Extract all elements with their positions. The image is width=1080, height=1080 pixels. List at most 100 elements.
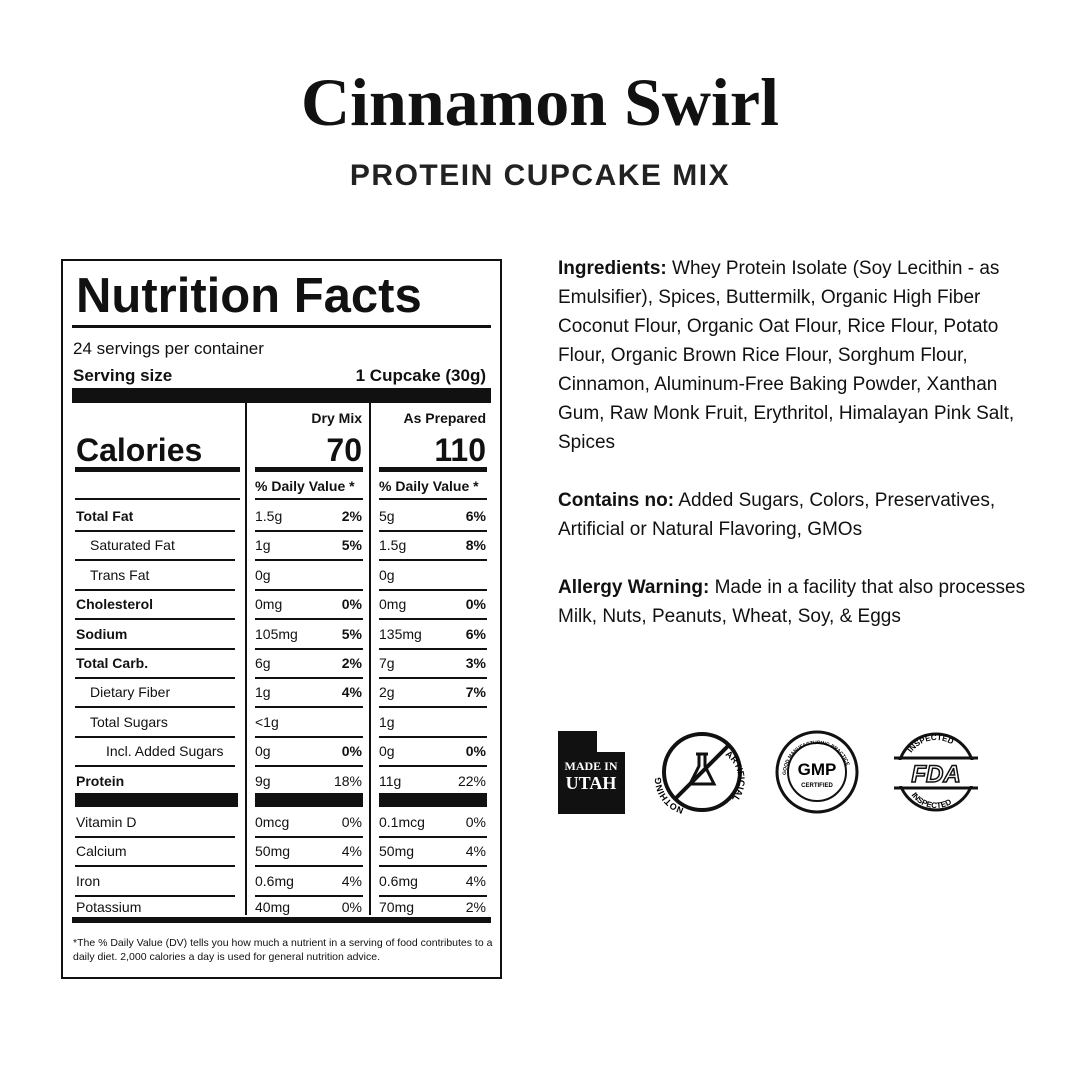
rule [369,403,371,915]
rule [379,467,487,472]
amount: 0g [255,743,271,760]
nutrient-name: Saturated Fat [90,537,175,554]
percent: 6% [465,625,486,642]
rule [255,618,363,621]
info-label: Contains no: [558,490,675,511]
rule [379,498,487,500]
amount: 0g [379,743,395,760]
percent: 5% [341,537,362,554]
percent: 8% [465,537,486,554]
amount: <1g [255,713,279,730]
serving-label: Serving size [73,366,173,385]
rule [255,559,363,562]
calories-value: 110 [434,432,486,468]
nutrient-name: Dietary Fiber [90,684,171,701]
percent: 0% [341,814,362,830]
percent: 5% [341,625,362,642]
nutrient-name: Total Fat [76,508,134,524]
rule [379,559,487,562]
percent: 4% [465,843,486,859]
percent: 4% [341,684,362,701]
rule [255,677,363,679]
rule [75,865,235,867]
percent: 22% [457,772,486,789]
nutrient-name: Sodium [76,625,128,642]
rule [75,588,235,591]
nutrient-name: Cholesterol [76,596,154,613]
amount: 70mg [379,899,415,915]
rule [379,618,487,621]
rule [72,388,491,403]
rule [75,467,240,472]
percent: 18% [333,772,362,789]
calories-value: 70 [326,432,362,468]
badge-ring [662,732,742,812]
badge-text: INSPECTED [910,791,953,810]
percent: 6% [465,508,486,524]
rule [75,895,235,897]
rule [75,618,235,621]
flask-icon [687,752,717,786]
amount: 1g [255,537,271,554]
info-text: Added Sugars, Colors, Preservatives, Art… [558,490,996,540]
percent: 0% [465,743,486,760]
percent: 0% [341,743,362,760]
info-label: Ingredients: [558,258,667,279]
rule [255,706,363,709]
rule [255,588,363,591]
percent: 0% [341,899,362,915]
percent: 0% [341,596,362,613]
badge-text: MADE IN [565,759,618,773]
percent: 0% [465,814,486,830]
nutrient-name: Total Sugars [90,713,168,730]
rule [72,325,491,328]
amount: 50mg [379,843,415,859]
rule [379,865,487,867]
title: Cinnamon Swirl [301,64,779,140]
dv-header: % Daily Value * [255,478,355,494]
amount: 1g [379,713,395,730]
rule [255,765,363,768]
rule [379,677,487,679]
nutrient-name: Trans Fat [90,566,150,583]
amount: 40mg [255,899,291,915]
rule [255,530,363,532]
info-text: Made in a facility that also processes M… [558,577,1026,627]
rule [75,836,235,838]
rule [75,706,235,709]
rule [255,895,363,897]
rule [72,917,491,923]
nutrient-name: Vitamin D [76,814,137,830]
serving-size: 1 Cupcake (30g) [355,366,486,385]
amount: 0.6mg [379,873,418,889]
badges: MADE IN UTAH NOTHING ARTIFICIAL GOOD MAN… [558,730,978,816]
dv-header: % Daily Value * [379,478,479,494]
amount: 1g [255,684,271,701]
badge-text: FDA [911,761,960,788]
amount: 0.1mcg [379,814,425,830]
percent: 2% [341,508,362,524]
amount: 105mg [255,625,298,642]
badge-text: ARTIFICIAL [724,749,747,804]
rule [245,403,247,915]
rule [379,706,487,709]
badge-text: ARTIFICIAL [724,749,747,804]
amount: 9g [255,772,271,789]
rule [379,836,487,838]
amount: 0mg [255,596,283,613]
percent: 4% [341,873,362,889]
servings: 24 servings per container [73,339,264,358]
rule [75,793,238,807]
amount: 5g [379,508,395,524]
badge-ring [787,742,847,802]
utah-shape [558,731,625,814]
percent: 2% [341,655,362,671]
badge-text: INSPECTED [910,791,953,810]
info-paragraph: Allergy Warning: Made in a facility that… [558,573,1028,631]
rule [379,765,487,768]
badge-text: GMP [798,760,837,779]
rule [75,530,235,532]
amount: 0mg [379,596,407,613]
panel-title: Nutrition Facts [76,269,422,323]
